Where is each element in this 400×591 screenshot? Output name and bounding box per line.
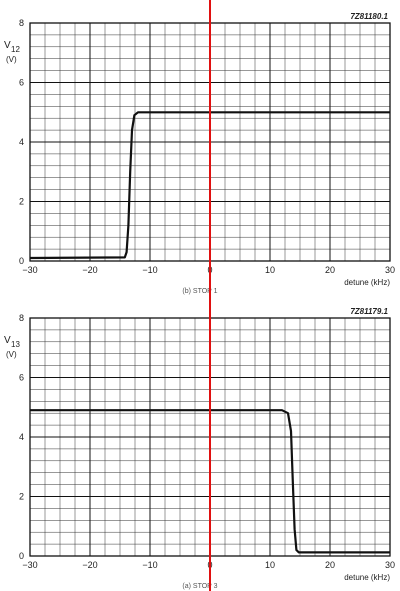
x-tick-label: −20 (82, 560, 97, 570)
x-axis-label: detune (kHz) (344, 278, 390, 287)
x-tick-label: 20 (325, 560, 335, 570)
figure-code: 7Z81179.1 (350, 307, 388, 316)
y-tick-label: 4 (19, 137, 24, 147)
chart-caption: (b) STOP 1 (182, 288, 217, 295)
y-tick-label: 0 (19, 256, 24, 266)
y-axis-label-subscript: 13 (11, 340, 20, 349)
y-tick-label: 6 (19, 373, 24, 383)
x-tick-label: −10 (142, 265, 157, 275)
x-tick-label: 30 (385, 265, 395, 275)
x-tick-label: −30 (22, 265, 37, 275)
y-tick-label: 0 (19, 551, 24, 561)
y-tick-label: 8 (19, 313, 24, 323)
y-axis-label: V (4, 335, 11, 346)
series-line (29, 111, 390, 260)
series-line (30, 409, 390, 554)
x-tick-label: −10 (142, 560, 157, 570)
y-axis-unit: (V) (6, 350, 17, 359)
x-tick-label: −30 (22, 560, 37, 570)
chart-panel-1: −30−20−10010203002468V12(V)detune (kHz)7… (4, 12, 395, 295)
y-tick-label: 4 (19, 432, 24, 442)
x-axis-label: detune (kHz) (344, 573, 390, 582)
y-axis-label: V (4, 40, 11, 51)
x-tick-label: 10 (265, 560, 275, 570)
x-tick-label: 30 (385, 560, 395, 570)
chart-caption: (a) STOP 3 (182, 583, 217, 590)
y-axis-unit: (V) (6, 55, 17, 64)
figure-code: 7Z81180.1 (350, 12, 388, 21)
chart-panel-2: −30−20−10010203002468V13(V)detune (kHz)7… (4, 307, 395, 590)
y-tick-label: 2 (19, 492, 24, 502)
y-tick-label: 6 (19, 78, 24, 88)
x-tick-label: 20 (325, 265, 335, 275)
y-tick-label: 8 (19, 18, 24, 28)
x-tick-label: −20 (82, 265, 97, 275)
y-tick-label: 2 (19, 197, 24, 207)
y-axis-label-subscript: 12 (11, 45, 20, 54)
x-tick-label: 10 (265, 265, 275, 275)
